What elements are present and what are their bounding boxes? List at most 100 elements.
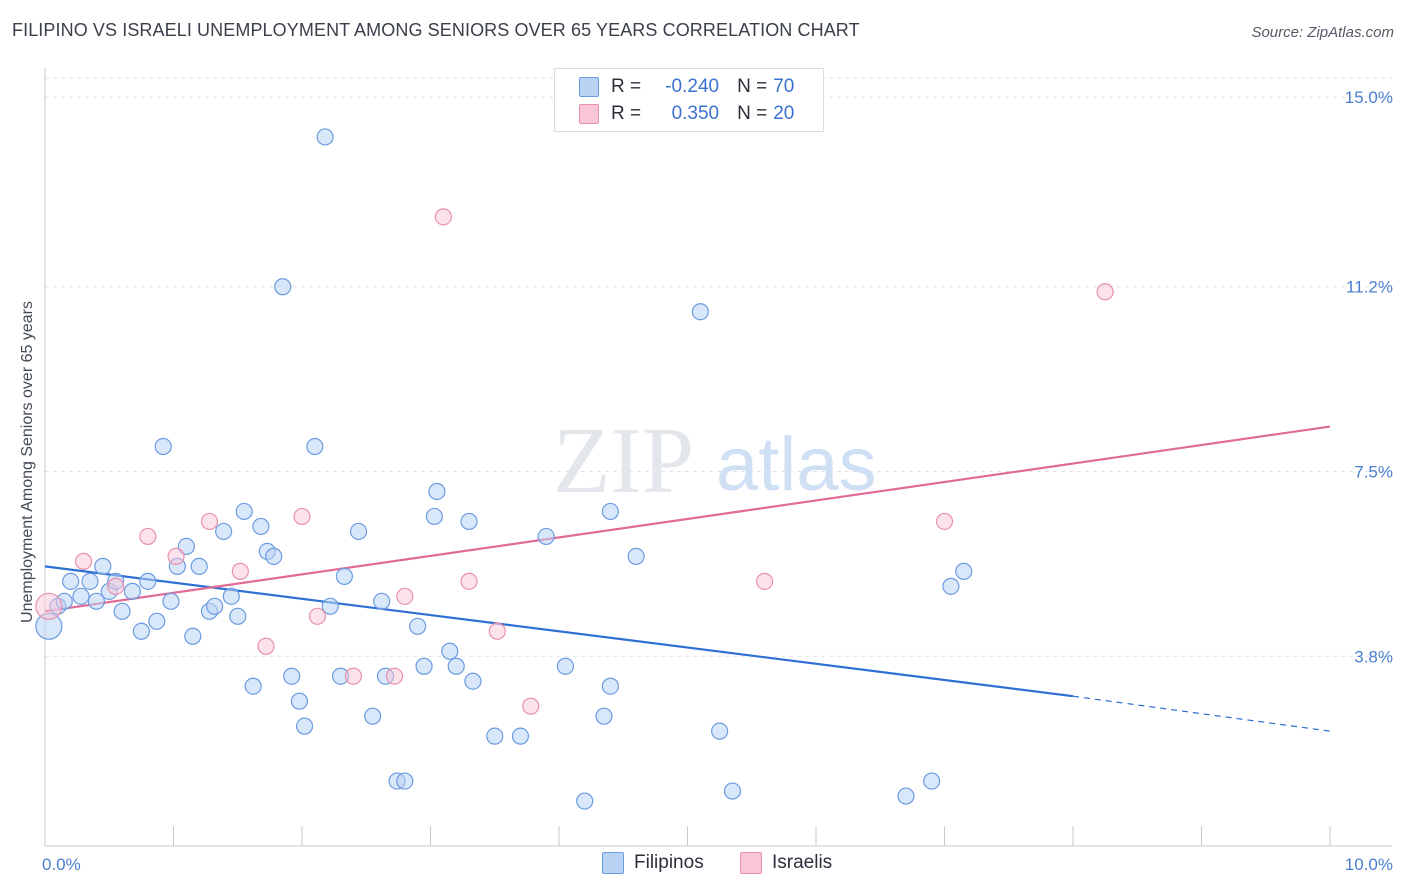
legend-r-value: 0.350 [671,103,720,124]
israelis-point [35,592,63,620]
filipinos-point [62,572,80,590]
filipinos-point [409,617,427,635]
filipinos-swatch [579,77,599,97]
filipinos-point [923,772,941,790]
filipinos-point [177,537,195,556]
legend-n-label: N = [737,103,768,124]
filipinos-point [306,437,324,456]
israelis-point [74,552,93,570]
israelis-point [385,667,404,685]
filipinos-point [215,522,233,541]
y-tick-label: 3.8% [1354,647,1393,666]
filipinos-point [154,437,172,456]
filipinos-point [321,597,339,615]
filipinos-point [723,782,742,800]
filipinos-point [162,592,180,610]
filipinos-point [335,567,354,585]
israelis-point [308,607,327,625]
filipinos-point [711,722,729,740]
filipinos-point [206,597,224,615]
israelis-point [344,667,362,685]
legend-n-label: N = [737,76,768,97]
filipinos-point [316,128,334,146]
filipinos-point [87,592,106,610]
filipinos-point [428,482,446,501]
filipinos-point [132,622,150,640]
x-tick-label: 0.0% [42,855,81,874]
filipinos-point [295,717,314,735]
labels-layer: 3.8% 7.5% 11.2% 15.0% 0.0% 10.0% Unemployment … [19,88,1393,874]
filipinos-point [283,667,301,685]
filipinos-point [364,707,382,725]
israelis-point [460,572,478,590]
israelis-point [434,208,452,226]
watermark: ZIP atlas [553,409,877,513]
israelis-point [293,507,311,526]
israelis-point [396,587,414,605]
y-axis-label: Unemployment Among Seniors over 65 years [19,301,36,623]
israelis-point [107,577,125,595]
filipinos-point [627,547,645,565]
y-tick-label: 15.0% [1345,88,1393,107]
israelis-legend-label: Israelis [772,852,833,873]
filipinos-point [274,278,292,296]
y-tick-label: 11.2% [1346,278,1393,297]
axes-layer [44,68,1392,847]
filipinos-point [396,772,414,790]
filipinos-point [897,787,915,805]
y-tick-label: 7.5% [1354,463,1393,482]
legend-n-value: 20 [773,103,795,124]
points-layer [35,128,1114,810]
filipinos-point [252,517,270,536]
filipinos-point [373,592,391,610]
filipinos-point [349,522,368,541]
filipinos-point [290,692,309,710]
legend-row-israelis: R = 0.350 N = 20 [579,101,794,127]
filipinos-point [265,547,283,565]
israelis-point [139,527,157,546]
bottom-legend-filipinos: Filipinos [602,852,704,874]
filipinos-point [595,707,613,725]
filipinos-point [113,602,131,620]
filipinos-legend-label: Filipinos [634,852,704,873]
filipinos-point [229,607,247,625]
filipinos-point [190,557,208,575]
israelis-point [488,622,506,640]
filipinos-point [425,507,443,526]
israelis-point [167,547,185,565]
filipinos-point [123,582,141,600]
filipinos-point [955,562,973,580]
filipinos-point [184,627,202,645]
filipinos-point [464,672,482,690]
israelis-point [231,562,249,580]
israelis-point [257,637,275,655]
israelis-point [522,697,540,715]
filipinos-point [486,727,504,745]
filipinos-point [691,303,709,321]
filipinos-point [72,587,90,605]
filipinos-point [556,657,575,675]
filipinos-point [511,727,530,745]
chart-title: FILIPINO VS ISRAELI UNEMPLOYMENT AMONG S… [12,20,860,40]
filipinos-point [222,587,240,605]
israelis-point [1096,283,1114,301]
filipinos-point [460,512,478,531]
x-tick-label: 10.0% [1345,855,1393,874]
israelis-legend-swatch [740,852,762,874]
legend-r-label: R = [611,76,642,97]
filipinos-point [148,612,166,630]
bottom-legend-israelis: Israelis [740,852,832,874]
watermark-zip: ZIP [553,409,694,513]
filipinos-trend-line [44,565,1074,698]
legend-row-filipinos: R = -0.240 N = 70 [579,74,794,100]
filipinos-point [447,657,465,675]
legend-r-value: -0.240 [665,76,720,97]
filipinos-point [244,677,262,695]
filipinos-point [942,577,960,595]
filipinos-point [235,502,253,521]
filipinos-point [441,642,459,660]
israelis-trend-line [44,425,1331,613]
filipinos-point [576,792,594,810]
filipinos-point [601,502,620,521]
